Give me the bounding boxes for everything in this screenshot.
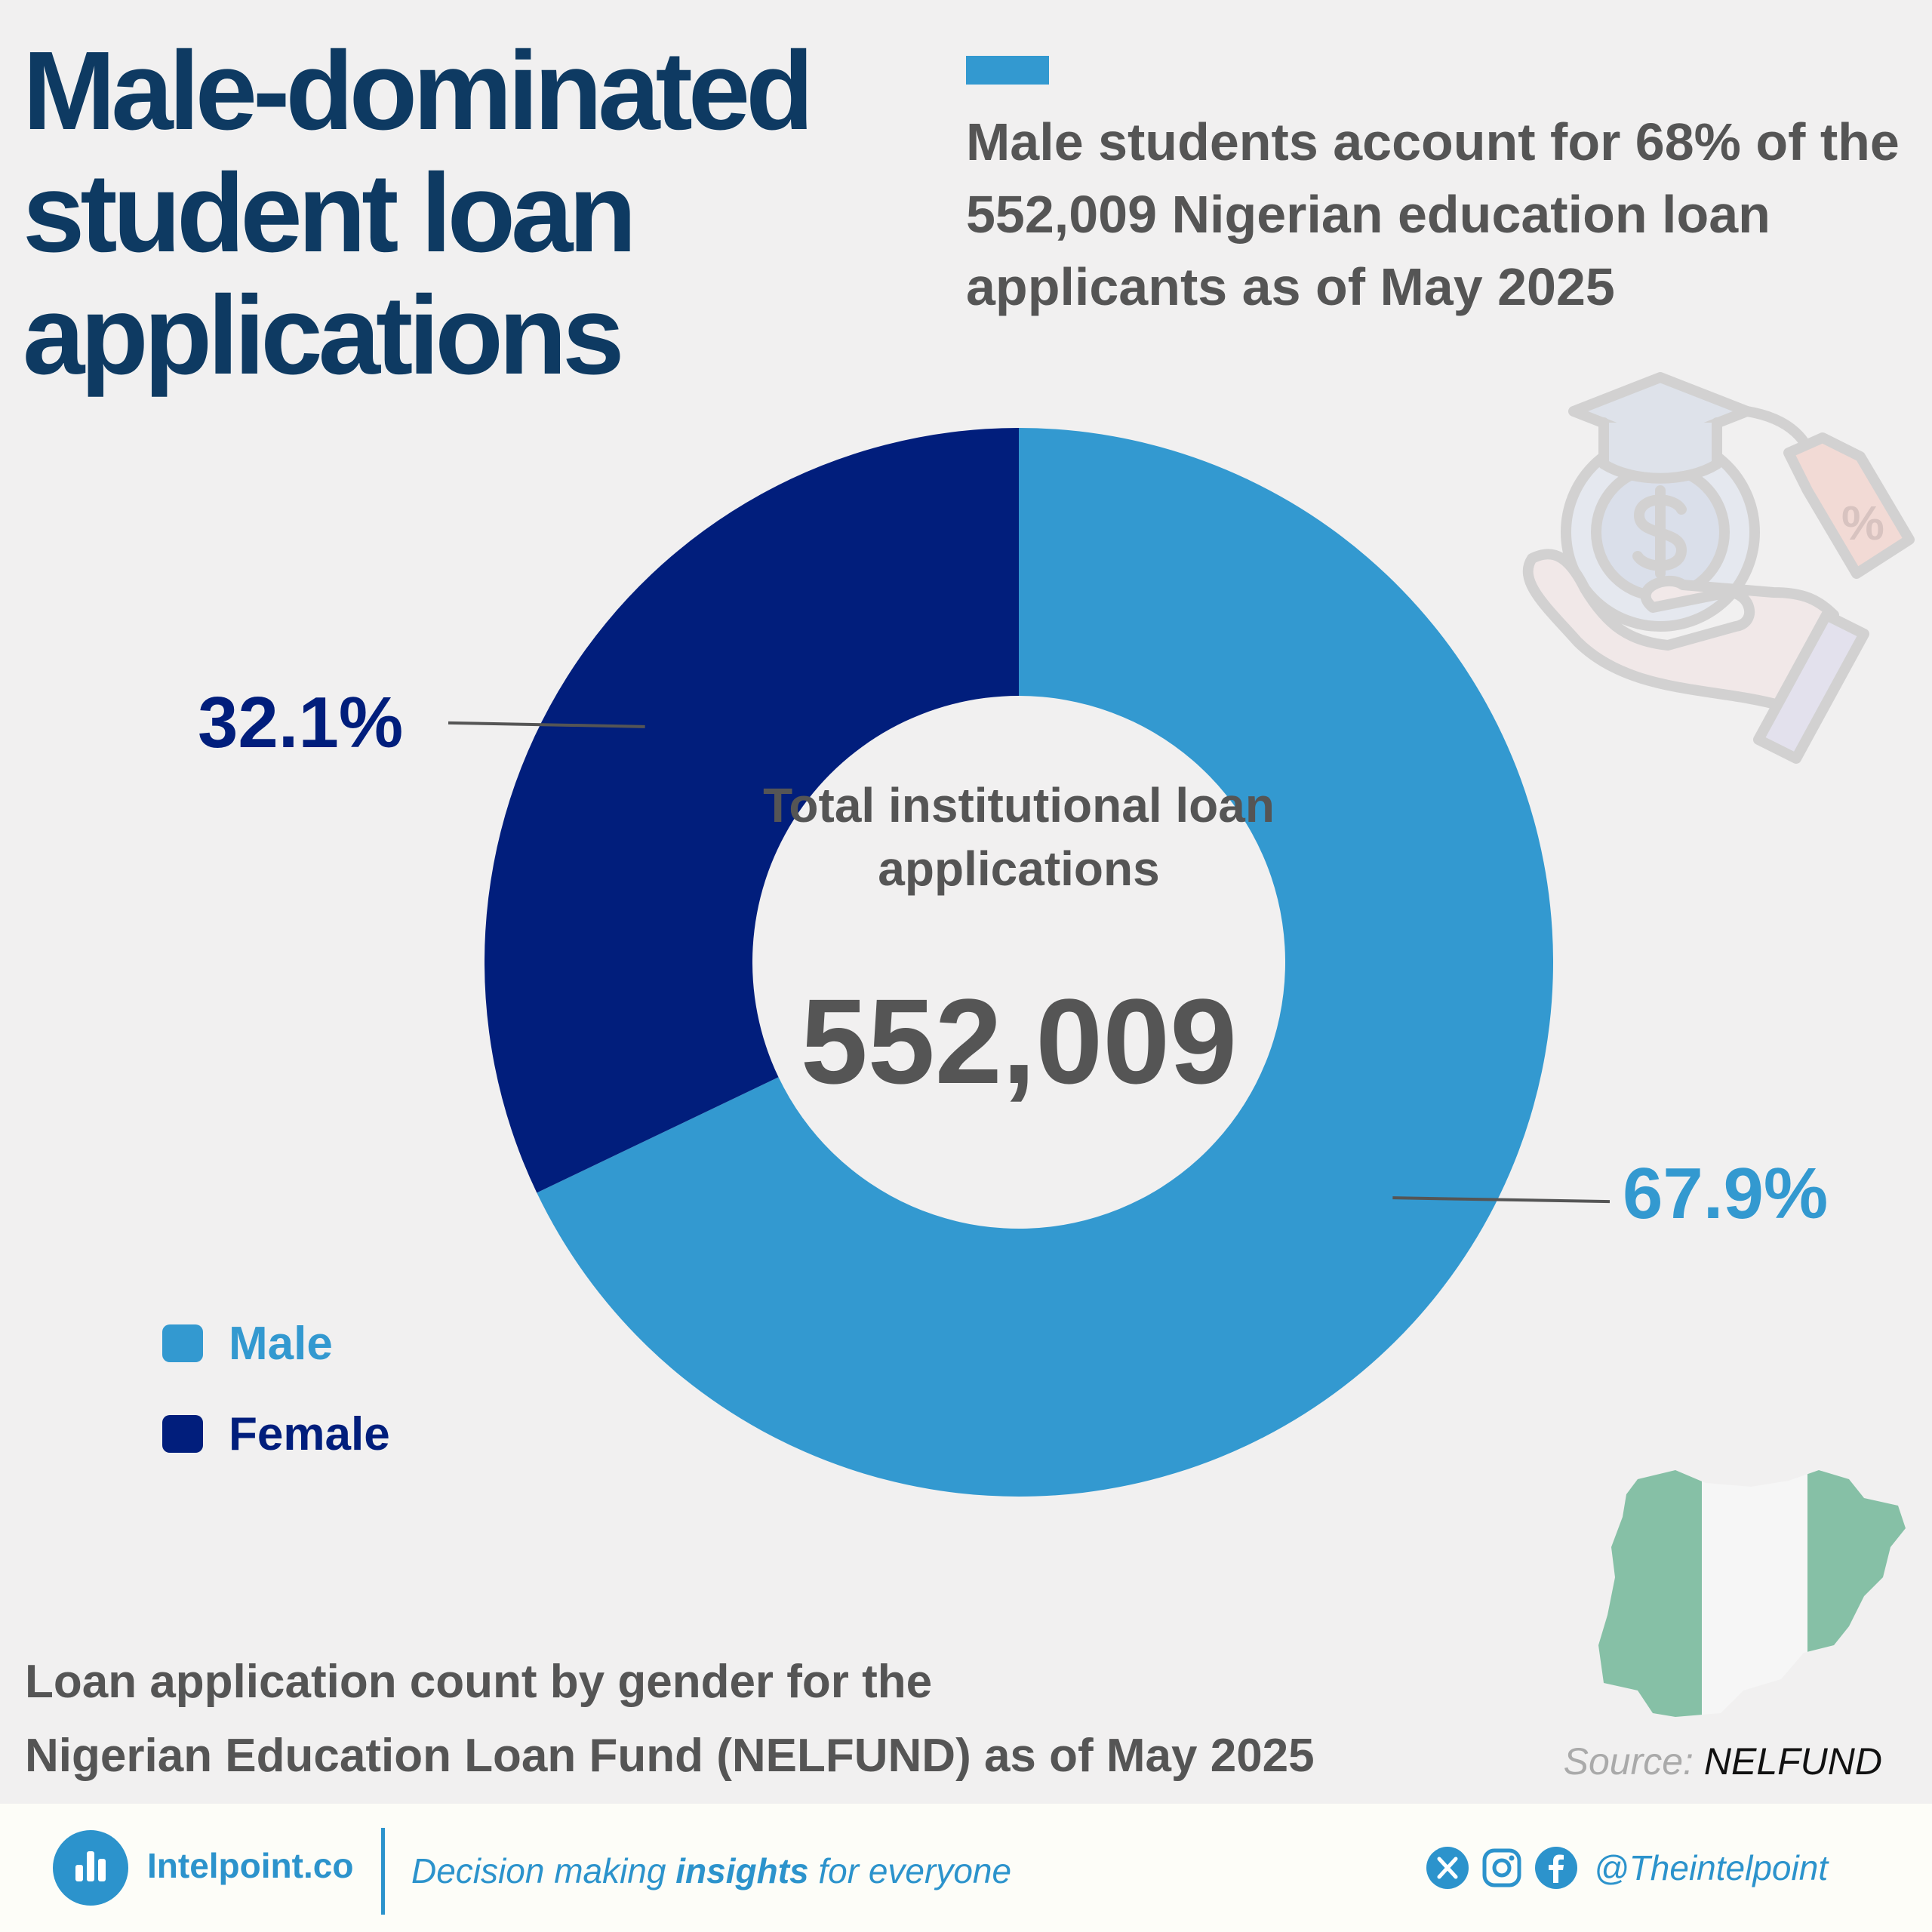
- legend-label-female: Female: [229, 1407, 390, 1460]
- tagline-bold: insights: [675, 1851, 809, 1890]
- legend-swatch-female: [162, 1415, 203, 1453]
- tagline-post: for everyone: [808, 1851, 1012, 1890]
- donut-slice-female: [485, 428, 1019, 1193]
- accent-bar: [966, 56, 1049, 85]
- leader-line-male: [1392, 1196, 1611, 1204]
- svg-text:%: %: [1841, 496, 1884, 550]
- center-label: Total institutional loan applications: [763, 778, 1275, 896]
- source-label: Source:: [1563, 1740, 1694, 1783]
- caption-line-2: Nigerian Education Loan Fund (NELFUND) a…: [25, 1730, 1315, 1782]
- footer-divider: [381, 1828, 385, 1915]
- center-value: 552,009: [800, 974, 1238, 1109]
- facebook-icon[interactable]: [1535, 1847, 1577, 1889]
- chart-subtitle: Male students account for 68% of the 552…: [966, 112, 1900, 316]
- social-handle[interactable]: @Theintelpoint: [1594, 1848, 1829, 1887]
- data-label-male: 67.9%: [1623, 1153, 1829, 1235]
- source-name: NELFUND: [1703, 1740, 1882, 1783]
- caption-line-1: Loan application count by gender for the: [25, 1656, 933, 1708]
- tagline: Decision making insights for everyone: [411, 1850, 1011, 1891]
- student-loan-hand-icon: %: [1522, 372, 1915, 764]
- chart-legend: Male Female: [162, 1317, 390, 1498]
- footer: Intelpoint.co Decision making insights f…: [0, 1804, 1932, 1932]
- instagram-icon[interactable]: [1481, 1847, 1523, 1889]
- x-icon[interactable]: [1426, 1847, 1469, 1889]
- chart-title: Male-dominated student loan applications: [23, 29, 814, 398]
- intelpoint-logo-icon[interactable]: [53, 1830, 128, 1906]
- data-label-female: 32.1%: [198, 681, 404, 763]
- chart-caption: Loan application count by gender for the…: [25, 1645, 1534, 1793]
- social-links: @Theintelpoint: [1426, 1841, 1828, 1894]
- donut-slice-male: [537, 428, 1553, 1497]
- legend-item-female: Female: [162, 1407, 390, 1460]
- source-note: Source: NELFUND: [1564, 1740, 1882, 1783]
- tagline-pre: Decision making: [411, 1851, 676, 1890]
- legend-item-male: Male: [162, 1317, 390, 1370]
- legend-label-male: Male: [229, 1317, 333, 1370]
- nigeria-flag-map-icon: [1598, 1470, 1906, 1717]
- brand-name-link[interactable]: Intelpoint.co: [147, 1846, 354, 1885]
- leader-line-female: [448, 721, 645, 728]
- legend-swatch-male: [162, 1324, 203, 1362]
